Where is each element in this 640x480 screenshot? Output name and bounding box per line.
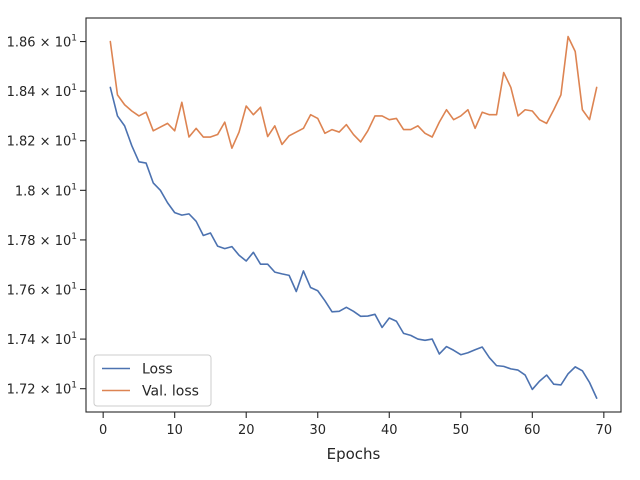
legend: Loss Val. loss xyxy=(93,354,212,407)
legend-label-val-loss: Val. loss xyxy=(142,384,199,400)
x-tick-label: 40 xyxy=(381,423,398,438)
y-tick-label-exponent: 1 xyxy=(71,381,77,391)
y-tick-label-base: 1.78 × 10 xyxy=(7,234,72,249)
x-tick-label: 0 xyxy=(99,423,107,438)
y-tick-label: 1.76 × 101 xyxy=(7,282,77,299)
y-tick-label: 1.72 × 101 xyxy=(7,381,77,398)
y-tick-label-base: 1.82 × 10 xyxy=(7,135,72,150)
y-tick-label-exponent: 1 xyxy=(71,83,77,93)
y-tick-label: 1.84 × 101 xyxy=(7,83,77,100)
y-tick-label-exponent: 1 xyxy=(71,331,77,341)
y-tick-label-exponent: 1 xyxy=(71,34,77,44)
y-tick-label: 1.8 × 101 xyxy=(15,182,77,199)
loss-series-line xyxy=(109,86,598,399)
y-tick-label-base: 1.76 × 10 xyxy=(7,284,72,299)
y-tick-label-base: 1.8 × 10 xyxy=(15,184,71,199)
y-tick-label-base: 1.74 × 10 xyxy=(7,333,72,348)
plot-area xyxy=(85,17,622,413)
x-tick-label: 70 xyxy=(596,423,613,438)
x-tick-label: 30 xyxy=(309,423,326,438)
x-tick-label: 10 xyxy=(166,423,183,438)
y-tick-label-exponent: 1 xyxy=(71,182,77,192)
y-tick-label: 1.74 × 101 xyxy=(7,331,77,348)
y-tick-label: 1.82 × 101 xyxy=(7,133,77,150)
y-tick-label-base: 1.84 × 10 xyxy=(7,85,72,100)
x-tick-label: 60 xyxy=(524,423,541,438)
x-tick-label: 20 xyxy=(238,423,255,438)
x-axis-label: Epochs xyxy=(327,445,381,463)
x-tick-label: 50 xyxy=(453,423,470,438)
x-axis: 0 10 20 30 40 50 60 70 xyxy=(99,412,612,438)
y-tick-label-exponent: 1 xyxy=(71,232,77,242)
val-loss-series-line xyxy=(109,35,598,149)
legend-label-loss: Loss xyxy=(142,362,173,378)
y-tick-label-exponent: 1 xyxy=(71,282,77,292)
y-tick-label-exponent: 1 xyxy=(71,133,77,143)
y-tick-label-base: 1.86 × 10 xyxy=(7,36,72,51)
series-lines xyxy=(109,35,598,399)
y-tick-label-base: 1.72 × 10 xyxy=(7,383,72,398)
y-tick-label: 1.78 × 101 xyxy=(7,232,77,249)
y-tick-label: 1.86 × 101 xyxy=(7,34,77,51)
